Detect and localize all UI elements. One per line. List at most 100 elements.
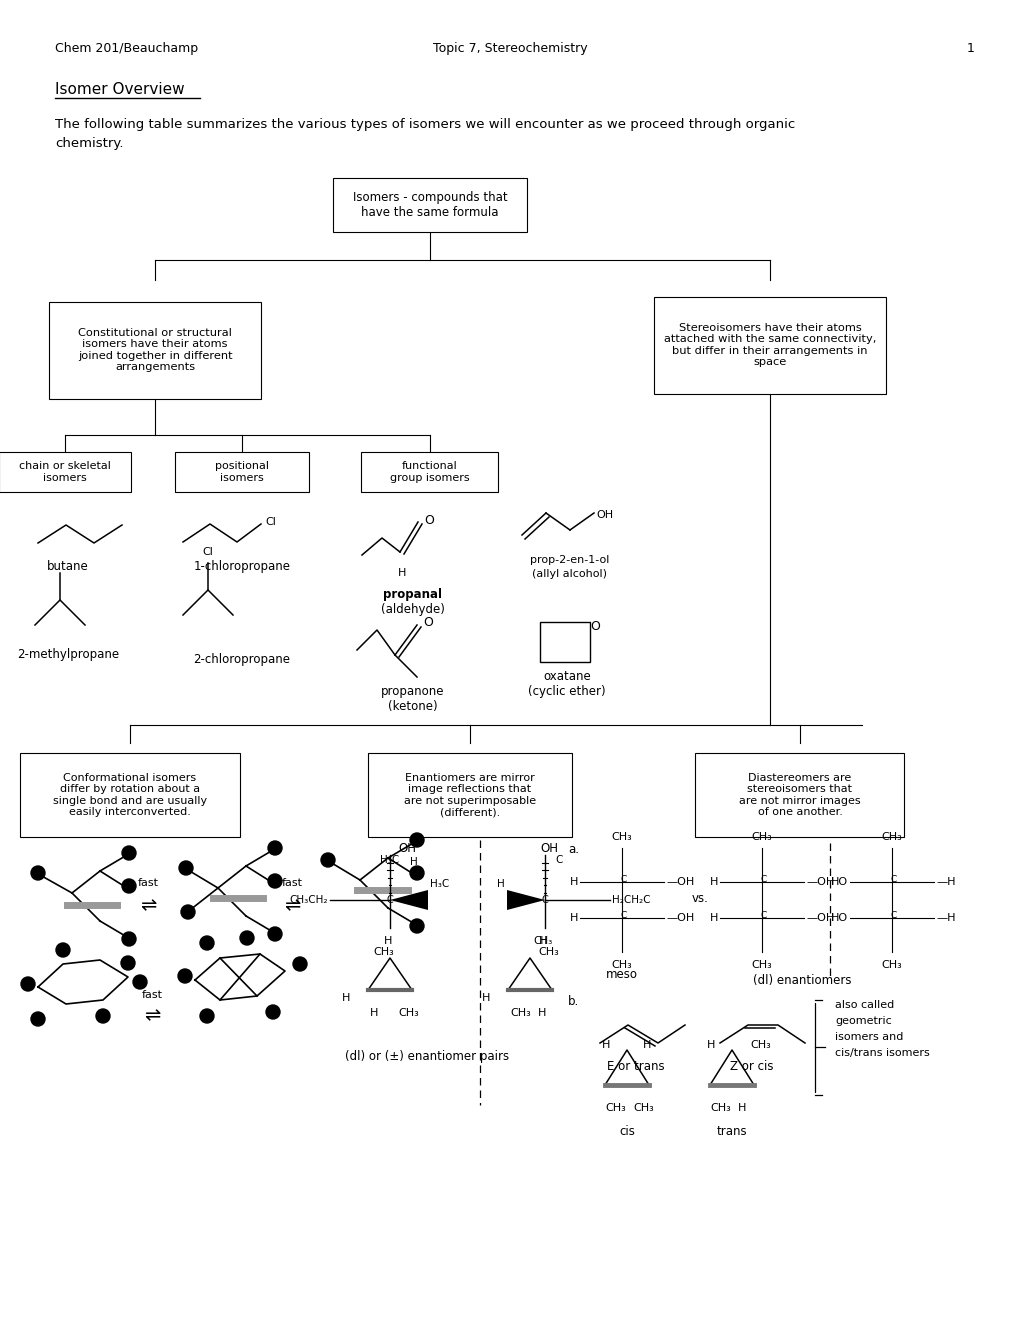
Text: propanal: propanal [383, 587, 442, 601]
Text: Diastereomers are
stereoisomers that
are not mirror images
of one another.: Diastereomers are stereoisomers that are… [739, 772, 860, 817]
FancyBboxPatch shape [653, 297, 886, 393]
Text: Isomers - compounds that
have the same formula: Isomers - compounds that have the same f… [353, 191, 506, 219]
FancyBboxPatch shape [332, 178, 527, 232]
Text: CH₃: CH₃ [751, 960, 771, 970]
Text: Conformational isomers
differ by rotation about a
single bond and are usually
ea: Conformational isomers differ by rotatio… [53, 772, 207, 817]
FancyBboxPatch shape [0, 451, 130, 492]
Text: C: C [386, 895, 393, 906]
Text: C: C [890, 912, 897, 920]
Text: (aldehyde): (aldehyde) [381, 603, 444, 616]
Circle shape [410, 919, 424, 933]
Text: CH₃: CH₃ [751, 832, 771, 842]
Text: 2-methylpropane: 2-methylpropane [17, 648, 119, 661]
Text: positional
isomers: positional isomers [215, 461, 269, 483]
Text: 1-chloropropane: 1-chloropropane [194, 560, 290, 573]
Text: Z or cis: Z or cis [730, 1060, 773, 1073]
Circle shape [178, 861, 193, 875]
Circle shape [321, 853, 334, 867]
Text: Topic 7, Stereochemistry: Topic 7, Stereochemistry [432, 42, 587, 55]
Text: functional
group isomers: functional group isomers [390, 461, 470, 483]
Text: O: O [589, 620, 599, 634]
Circle shape [239, 931, 254, 945]
Circle shape [266, 1005, 280, 1019]
Text: O: O [424, 513, 433, 527]
Text: E or trans: E or trans [606, 1060, 664, 1073]
Text: H: H [410, 857, 418, 867]
Text: C: C [760, 912, 766, 920]
Text: H₃C: H₃C [430, 879, 448, 888]
Text: a.: a. [568, 843, 579, 855]
Circle shape [122, 846, 136, 861]
Text: Chem 201/Beauchamp: Chem 201/Beauchamp [55, 42, 198, 55]
Circle shape [200, 936, 214, 950]
Circle shape [122, 932, 136, 946]
Text: CH₃: CH₃ [510, 1008, 530, 1018]
Text: H: H [397, 568, 406, 578]
Text: chemistry.: chemistry. [55, 137, 123, 150]
Text: CH₃: CH₃ [537, 946, 558, 957]
Text: Cl: Cl [265, 517, 275, 527]
Text: H₂CH₂C: H₂CH₂C [611, 895, 650, 906]
Text: CH₃: CH₃ [611, 960, 632, 970]
Text: C: C [760, 875, 766, 884]
Text: b.: b. [568, 995, 579, 1008]
Text: oxatane: oxatane [542, 671, 590, 682]
Circle shape [268, 841, 281, 855]
Text: cis: cis [619, 1125, 634, 1138]
FancyBboxPatch shape [175, 451, 309, 492]
Circle shape [56, 942, 70, 957]
Circle shape [132, 975, 147, 989]
Text: Isomer Overview: Isomer Overview [55, 82, 184, 96]
Text: H: H [537, 1008, 546, 1018]
Text: H: H [601, 1040, 609, 1049]
Text: H: H [709, 876, 717, 887]
Text: —H: —H [935, 913, 955, 923]
Circle shape [268, 874, 281, 888]
Text: HO: HO [830, 913, 847, 923]
Text: Enantiomers are mirror
image reflections that
are not superimposable
(different): Enantiomers are mirror image reflections… [404, 772, 536, 817]
Text: OH: OH [595, 510, 612, 520]
Text: CH₃: CH₃ [880, 960, 902, 970]
Text: C: C [621, 912, 627, 920]
FancyBboxPatch shape [368, 752, 572, 837]
Text: H: H [383, 936, 391, 946]
Text: H: H [341, 993, 350, 1003]
Circle shape [410, 833, 424, 847]
Text: OH: OH [397, 842, 416, 854]
Circle shape [121, 956, 135, 970]
FancyBboxPatch shape [695, 752, 904, 837]
Text: fast: fast [281, 878, 303, 888]
Circle shape [268, 927, 281, 941]
Text: 1: 1 [966, 42, 974, 55]
Text: CH₃: CH₃ [880, 832, 902, 842]
Text: H: H [569, 876, 578, 887]
FancyBboxPatch shape [49, 301, 261, 399]
Text: vs.: vs. [691, 891, 708, 904]
Text: H: H [709, 913, 717, 923]
Text: (ketone): (ketone) [388, 700, 437, 713]
Text: meso: meso [605, 968, 637, 981]
Text: butane: butane [47, 560, 89, 573]
Text: also called: also called [835, 1001, 894, 1010]
Polygon shape [389, 890, 428, 909]
Text: CH₃: CH₃ [533, 936, 552, 946]
Text: ⇌: ⇌ [144, 1006, 160, 1026]
Text: CH₃: CH₃ [749, 1040, 770, 1049]
Text: (cyclic ether): (cyclic ether) [528, 685, 605, 698]
Circle shape [21, 977, 35, 991]
Text: 2-chloropropane: 2-chloropropane [194, 653, 290, 667]
Text: —OH: —OH [805, 876, 834, 887]
Text: ⇌: ⇌ [140, 896, 156, 915]
Text: ⇌: ⇌ [283, 896, 300, 915]
Text: H: H [569, 913, 578, 923]
Text: OH: OH [539, 842, 557, 854]
Text: C: C [890, 875, 897, 884]
Text: trans: trans [716, 1125, 747, 1138]
Text: H: H [706, 1040, 714, 1049]
Text: fast: fast [142, 990, 162, 1001]
Circle shape [178, 969, 192, 983]
Text: Constitutional or structural
isomers have their atoms
joined together in differe: Constitutional or structural isomers hav… [77, 327, 232, 372]
FancyBboxPatch shape [361, 451, 498, 492]
Text: geometric: geometric [835, 1016, 891, 1026]
Text: CH₃: CH₃ [373, 946, 393, 957]
